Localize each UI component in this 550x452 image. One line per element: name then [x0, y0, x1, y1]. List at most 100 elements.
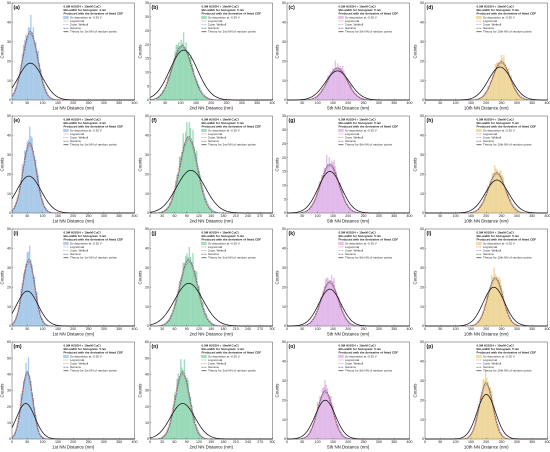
legend-swatch: [338, 242, 344, 245]
x-tick-label: 30: [160, 440, 164, 444]
y-tick-label: 30: [145, 389, 149, 393]
x-tick-label: 180: [220, 327, 226, 331]
x-tick-label: 200: [345, 327, 351, 331]
hist-bar: [175, 45, 177, 101]
hist-bar: [313, 316, 316, 327]
x-tick-label: 150: [55, 440, 61, 444]
y-tick-label: 35: [145, 1, 149, 5]
hist-bar: [168, 423, 170, 440]
hist-bar: [329, 280, 332, 327]
x-tick-label: 0: [11, 214, 13, 218]
hist-bar: [22, 381, 25, 440]
legend-deposition: Sv deposition at -0.35 V: [207, 241, 239, 245]
x-tick-label: 270: [257, 440, 263, 444]
hist-bar: [513, 207, 515, 214]
hist-bar: [478, 205, 481, 214]
hist-bar: [186, 52, 188, 101]
y-axis-label: Counts: [0, 383, 5, 398]
y-tick-label: 40: [420, 21, 424, 25]
y-tick-label: 30: [420, 153, 424, 157]
x-tick-label: 350: [529, 214, 535, 218]
y-tick-label: 15: [282, 170, 286, 174]
hist-bar: [345, 318, 347, 327]
hist-bar: [183, 143, 185, 214]
x-tick-label: 150: [467, 214, 473, 218]
hist-bar: [21, 53, 23, 101]
legend-produced: Produced with the derivative of fitted C…: [63, 351, 123, 355]
hist-bar: [35, 159, 37, 214]
y-tick-label: 50: [7, 227, 11, 231]
hist-bar: [334, 415, 336, 440]
hist-bar: [199, 175, 201, 214]
hist-bar: [18, 194, 20, 214]
y-tick-label: 0: [284, 437, 286, 441]
y-tick-label: 20: [7, 172, 11, 176]
x-tick-label: 200: [483, 214, 489, 218]
hist-bar: [209, 208, 211, 214]
hist-bar: [332, 406, 335, 440]
x-axis-label: 1st NN Distance (nm): [52, 332, 95, 337]
y-tick-label: 10: [145, 421, 149, 425]
hist-bar: [324, 279, 327, 327]
hist-bar: [506, 309, 508, 327]
x-tick-label: 250: [86, 440, 92, 444]
y-tick-label: 5: [284, 197, 286, 201]
y-axis-label: Counts: [138, 383, 143, 398]
hist-bar: [180, 152, 183, 214]
plot-frame: [149, 228, 273, 327]
x-tick-label: 350: [391, 327, 397, 331]
hist-bar: [480, 315, 483, 327]
hist-bar: [333, 277, 335, 327]
legend-produced: Produced with the derivative of fitted C…: [338, 238, 398, 242]
legend-bin-width: Bin-width for histogram: 4 nm: [63, 234, 106, 238]
legend-produced: Produced with the derivative of fitted C…: [201, 125, 261, 129]
legend-gamma: Gamma: [207, 26, 218, 30]
hist-bar: [200, 92, 203, 101]
x-axis-label: 10th NN Distance (nm): [463, 332, 508, 337]
hist-bar: [29, 27, 31, 101]
hist-bar: [171, 65, 173, 101]
legend-gamma: Gamma: [70, 26, 81, 30]
y-tick-label: 40: [420, 360, 424, 364]
x-tick-label: 250: [361, 101, 367, 105]
hist-bar: [310, 205, 312, 214]
x-tick-label: 100: [40, 440, 46, 444]
hist-bar: [328, 75, 330, 101]
x-axis-label: 2nd NN Distance (nm): [189, 445, 233, 450]
legend-theory: Theory for 2nd NN of random points: [207, 369, 255, 373]
legend-weibull: 2-par. Weibull: [207, 249, 226, 253]
hist-bar: [349, 322, 351, 327]
y-tick-label: 30: [420, 40, 424, 44]
hist-bar: [481, 95, 484, 101]
hist-bar: [33, 276, 36, 327]
y-tick-label: 0: [284, 98, 286, 102]
x-tick-label: 400: [132, 101, 138, 105]
legend-weibull: 2-par. Weibull: [207, 362, 226, 366]
theory-curve: [286, 399, 410, 440]
hist-bar: [212, 211, 214, 214]
hist-bar: [188, 122, 190, 214]
hist-bar: [186, 257, 189, 327]
hist-bar: [503, 184, 505, 214]
x-tick-label: 200: [345, 101, 351, 105]
hist-bar: [516, 210, 519, 214]
legend-bin-width: Bin-width for histogram: 5 nm: [338, 121, 381, 125]
hist-bar: [206, 318, 208, 327]
hist-bar: [161, 90, 163, 101]
x-tick-label: 120: [196, 440, 202, 444]
hist-bar: [492, 172, 494, 214]
x-tick-label: 100: [177, 101, 183, 105]
hist-bar: [195, 150, 197, 214]
chart-panel-j: 0 30 60 90 120 150 180 210 240 270 300010203040502…: [138, 227, 276, 336]
hist-bar: [167, 427, 169, 440]
hist-bar: [24, 378, 26, 440]
hist-bar: [326, 388, 328, 440]
x-tick-label: 200: [345, 214, 351, 218]
hist-bar: [174, 180, 176, 214]
hist-bar: [168, 318, 170, 327]
x-tick-label: 350: [254, 101, 260, 105]
x-tick-label: 350: [529, 101, 535, 105]
hist-bar: [486, 85, 489, 101]
hist-bar: [212, 324, 214, 327]
